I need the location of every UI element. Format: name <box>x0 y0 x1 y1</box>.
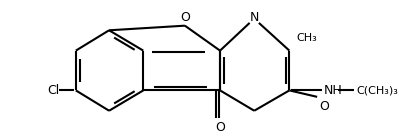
Text: CH₃: CH₃ <box>297 33 318 43</box>
Text: O: O <box>180 11 190 24</box>
Text: Cl: Cl <box>47 84 59 97</box>
Text: O: O <box>215 121 225 134</box>
Text: NH: NH <box>324 84 342 97</box>
Text: O: O <box>319 100 329 113</box>
Text: N: N <box>249 11 259 24</box>
Text: C(CH₃)₃: C(CH₃)₃ <box>356 85 398 95</box>
